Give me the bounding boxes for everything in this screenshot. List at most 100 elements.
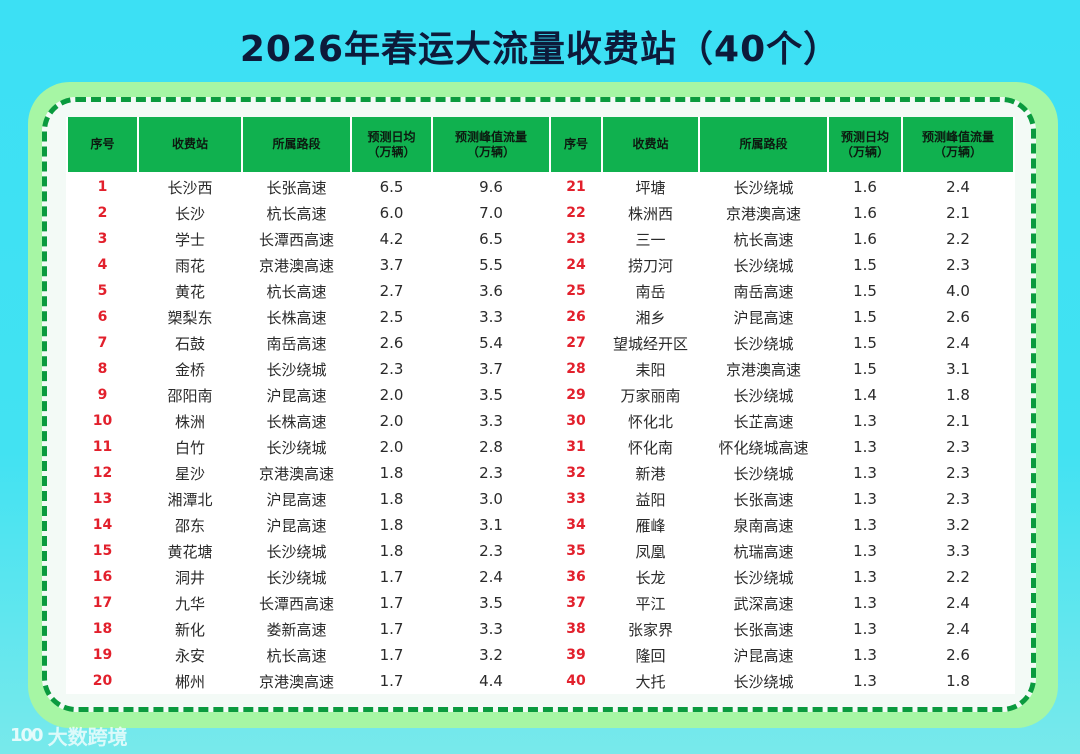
cell-index: 5	[68, 278, 137, 304]
cell-index: 17	[68, 590, 137, 616]
cell-station: 隆回	[603, 642, 698, 668]
cell-station: 永安	[139, 642, 241, 668]
cell-road: 杭长高速	[243, 200, 350, 226]
cell-station: 株洲西	[603, 200, 698, 226]
cell-index: 24	[551, 252, 601, 278]
cell-station: 雁峰	[603, 512, 698, 538]
cell-station: 南岳	[603, 278, 698, 304]
cell-station: 株洲	[139, 408, 241, 434]
cell-peak: 3.6	[433, 278, 549, 304]
cell-index: 8	[68, 356, 137, 382]
cell-peak: 2.4	[903, 616, 1013, 642]
cell-index: 30	[551, 408, 601, 434]
cell-daily-avg: 2.5	[352, 304, 431, 330]
table-row: 17 九华 长潭西高速 1.7 3.5 37 平江 武深高速 1.3 2.4	[68, 590, 1013, 616]
table-row: 20 郴州 京港澳高速 1.7 4.4 40 大托 长沙绕城 1.3 1.8	[68, 668, 1013, 694]
cell-road: 长株高速	[243, 408, 350, 434]
cell-index: 3	[68, 226, 137, 252]
cell-station: 金桥	[139, 356, 241, 382]
cell-peak: 2.2	[903, 226, 1013, 252]
cell-index: 34	[551, 512, 601, 538]
cell-index: 27	[551, 330, 601, 356]
cell-station: 洞井	[139, 564, 241, 590]
cell-road: 娄新高速	[243, 616, 350, 642]
cell-index: 32	[551, 460, 601, 486]
cell-station: 大托	[603, 668, 698, 694]
cell-daily-avg: 2.0	[352, 382, 431, 408]
cell-station: 郴州	[139, 668, 241, 694]
cell-peak: 7.0	[433, 200, 549, 226]
cell-peak: 2.1	[903, 408, 1013, 434]
cell-station: 九华	[139, 590, 241, 616]
cell-station: 新港	[603, 460, 698, 486]
cell-daily-avg: 1.7	[352, 642, 431, 668]
cell-peak: 3.7	[433, 356, 549, 382]
cell-peak: 2.3	[433, 538, 549, 564]
cell-peak: 2.6	[903, 304, 1013, 330]
cell-peak: 2.4	[903, 590, 1013, 616]
table-row: 18 新化 娄新高速 1.7 3.3 38 张家界 长张高速 1.3 2.4	[68, 616, 1013, 642]
cell-peak: 2.4	[903, 330, 1013, 356]
cell-road: 长沙绕城	[243, 434, 350, 460]
table-row: 14 邵东 沪昆高速 1.8 3.1 34 雁峰 泉南高速 1.3 3.2	[68, 512, 1013, 538]
header-index-left: 序号	[68, 117, 137, 174]
cell-road: 长潭西高速	[243, 590, 350, 616]
cell-daily-avg: 1.5	[829, 252, 901, 278]
cell-road: 长沙绕城	[700, 460, 827, 486]
cell-road: 沪昆高速	[243, 486, 350, 512]
cell-station: 张家界	[603, 616, 698, 642]
cell-daily-avg: 1.5	[829, 356, 901, 382]
cell-station: 新化	[139, 616, 241, 642]
cell-station: 湘乡	[603, 304, 698, 330]
cell-index: 22	[551, 200, 601, 226]
cell-road: 长张高速	[700, 616, 827, 642]
cell-station: 黄花	[139, 278, 241, 304]
cell-station: 雨花	[139, 252, 241, 278]
cell-road: 怀化绕城高速	[700, 434, 827, 460]
cell-peak: 9.6	[433, 174, 549, 200]
cell-road: 京港澳高速	[700, 200, 827, 226]
cell-peak: 2.3	[903, 460, 1013, 486]
cell-road: 长沙绕城	[700, 382, 827, 408]
cell-daily-avg: 1.7	[352, 590, 431, 616]
table-row: 12 星沙 京港澳高速 1.8 2.3 32 新港 长沙绕城 1.3 2.3	[68, 460, 1013, 486]
cell-station: 湘潭北	[139, 486, 241, 512]
cell-station: 长龙	[603, 564, 698, 590]
cell-index: 28	[551, 356, 601, 382]
cell-index: 4	[68, 252, 137, 278]
cell-road: 京港澳高速	[243, 252, 350, 278]
cell-station: 益阳	[603, 486, 698, 512]
cell-station: 石鼓	[139, 330, 241, 356]
watermark-logo-icon: 100	[10, 724, 44, 746]
cell-peak: 2.1	[903, 200, 1013, 226]
cell-index: 18	[68, 616, 137, 642]
cell-road: 泉南高速	[700, 512, 827, 538]
cell-peak: 2.3	[903, 434, 1013, 460]
cell-peak: 2.3	[433, 460, 549, 486]
table-row: 3 学士 长潭西高速 4.2 6.5 23 三一 杭长高速 1.6 2.2	[68, 226, 1013, 252]
cell-road: 长沙绕城	[243, 538, 350, 564]
cell-peak: 2.4	[433, 564, 549, 590]
header-peak-left: 预测峰值流量 （万辆）	[433, 117, 549, 174]
header-peak-right: 预测峰值流量 （万辆）	[903, 117, 1013, 174]
cell-daily-avg: 1.7	[352, 564, 431, 590]
cell-station: 邵东	[139, 512, 241, 538]
cell-index: 1	[68, 174, 137, 200]
cell-index: 19	[68, 642, 137, 668]
table-row: 9 邵阳南 沪昆高速 2.0 3.5 29 万家丽南 长沙绕城 1.4 1.8	[68, 382, 1013, 408]
cell-peak: 4.4	[433, 668, 549, 694]
cell-index: 15	[68, 538, 137, 564]
cell-index: 20	[68, 668, 137, 694]
cell-peak: 2.4	[903, 174, 1013, 200]
cell-daily-avg: 1.7	[352, 668, 431, 694]
cell-road: 长沙绕城	[700, 668, 827, 694]
table-row: 8 金桥 长沙绕城 2.3 3.7 28 耒阳 京港澳高速 1.5 3.1	[68, 356, 1013, 382]
table-header-row: 序号 收费站 所属路段 预测日均 （万辆） 预测峰值流量 （万辆） 序号 收费站 所…	[68, 117, 1013, 174]
cell-road: 杭瑞高速	[700, 538, 827, 564]
cell-daily-avg: 1.3	[829, 590, 901, 616]
cell-index: 39	[551, 642, 601, 668]
cell-daily-avg: 6.5	[352, 174, 431, 200]
cell-road: 京港澳高速	[700, 356, 827, 382]
cell-station: 学士	[139, 226, 241, 252]
cell-index: 33	[551, 486, 601, 512]
